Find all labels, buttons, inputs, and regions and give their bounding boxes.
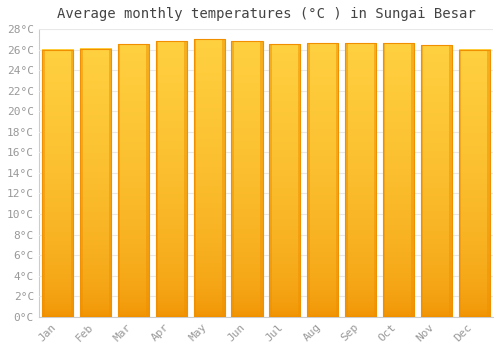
- Bar: [156, 41, 187, 317]
- Bar: [270, 44, 300, 317]
- Bar: [42, 50, 74, 317]
- Bar: [80, 49, 111, 317]
- Bar: [184, 41, 187, 317]
- Bar: [383, 43, 414, 317]
- Bar: [345, 43, 376, 317]
- Bar: [298, 44, 300, 317]
- Bar: [412, 43, 414, 317]
- Bar: [307, 43, 338, 317]
- Bar: [270, 44, 272, 317]
- Bar: [108, 49, 111, 317]
- Bar: [374, 43, 376, 317]
- Bar: [118, 44, 120, 317]
- Bar: [345, 43, 348, 317]
- Bar: [194, 39, 224, 317]
- Bar: [42, 50, 44, 317]
- Bar: [458, 50, 490, 317]
- Bar: [146, 44, 149, 317]
- Bar: [232, 41, 262, 317]
- Bar: [487, 50, 490, 317]
- Bar: [383, 43, 386, 317]
- Bar: [421, 46, 423, 317]
- Bar: [232, 41, 234, 317]
- Bar: [80, 49, 82, 317]
- Bar: [336, 43, 338, 317]
- Bar: [260, 41, 262, 317]
- Bar: [71, 50, 74, 317]
- Bar: [118, 44, 149, 317]
- Bar: [458, 50, 461, 317]
- Title: Average monthly temperatures (°C ) in Sungai Besar: Average monthly temperatures (°C ) in Su…: [56, 7, 476, 21]
- Bar: [421, 46, 452, 317]
- Bar: [450, 46, 452, 317]
- Bar: [222, 39, 224, 317]
- Bar: [156, 41, 158, 317]
- Bar: [307, 43, 310, 317]
- Bar: [194, 39, 196, 317]
